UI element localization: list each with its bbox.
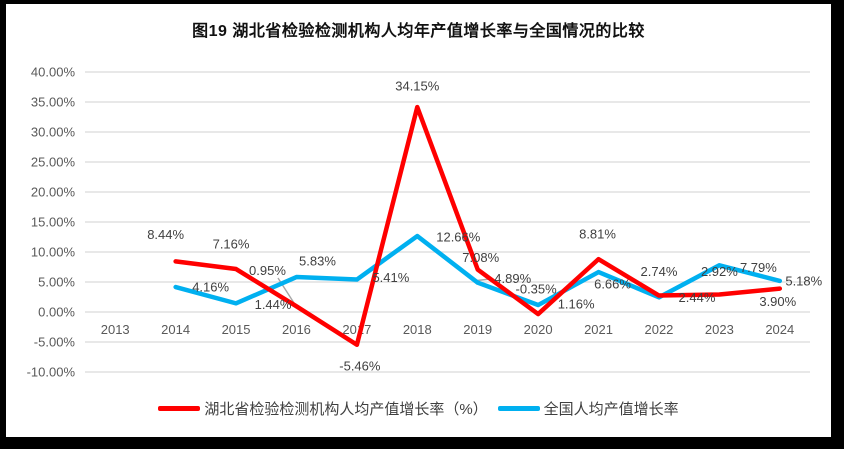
y-tick-label: 40.00%: [31, 65, 76, 80]
x-tick-label: 2022: [644, 322, 673, 337]
x-tick-label: 2019: [463, 322, 492, 337]
data-label: 8.81%: [579, 227, 616, 242]
x-tick-label: 2015: [222, 322, 251, 337]
data-label: 34.15%: [395, 79, 440, 94]
data-label: 4.89%: [494, 271, 531, 286]
data-label: 7.79%: [740, 260, 777, 275]
y-tick-label: 35.00%: [31, 95, 76, 110]
x-tick-label: 2023: [705, 322, 734, 337]
data-label: 1.44%: [255, 297, 292, 312]
x-tick-label: 2016: [282, 322, 311, 337]
chart-legend: 湖北省检验检测机构人均产值增长率（%） 全国人均产值增长率: [6, 398, 831, 419]
y-tick-label: 10.00%: [31, 245, 76, 260]
y-tick-label: 0.00%: [38, 305, 75, 320]
y-tick-label: 15.00%: [31, 215, 76, 230]
data-label: 4.16%: [192, 280, 229, 295]
series-line-1: [173, 233, 783, 308]
data-label: -0.35%: [516, 282, 558, 297]
y-tick-label: -10.00%: [27, 365, 76, 380]
series-line-0: [173, 104, 783, 348]
data-label: 7.16%: [213, 237, 250, 252]
data-label: 5.41%: [372, 270, 409, 285]
x-tick-label: 2020: [524, 322, 553, 337]
data-label: 0.95%: [249, 263, 286, 278]
chart-title: 图19 湖北省检验检测机构人均年产值增长率与全国情况的比较: [192, 23, 645, 40]
legend-item-national: 全国人均产值增长率: [497, 398, 679, 419]
x-tick-label: 2013: [101, 322, 130, 337]
data-label: 5.83%: [299, 254, 336, 269]
data-label: 3.90%: [759, 294, 796, 309]
legend-line-swatch-blue: [497, 406, 540, 411]
y-tick-label: -5.00%: [34, 335, 76, 350]
legend-label-hubei: 湖北省检验检测机构人均产值增长率（%）: [204, 401, 488, 418]
line-chart-plot: 40.00% 35.00% 30.00% 25.00% 20.00% 15.00% 10.0…: [27, 65, 823, 380]
data-label: 8.44%: [147, 227, 184, 242]
data-label: 5.18%: [785, 273, 822, 288]
data-label: -5.46%: [339, 358, 381, 373]
x-tick-label: 2018: [403, 322, 432, 337]
x-tick-label: 2021: [584, 322, 613, 337]
data-label: 6.66%: [594, 277, 631, 292]
legend-line-swatch-red: [158, 406, 201, 411]
y-tick-label: 5.00%: [38, 275, 75, 290]
y-tick-label: 20.00%: [31, 185, 76, 200]
data-label: 2.92%: [701, 264, 738, 279]
legend-item-hubei: 湖北省检验检测机构人均产值增长率（%）: [158, 398, 488, 419]
data-label: 7.08%: [462, 250, 499, 265]
x-tick-label: 2017: [342, 322, 371, 337]
x-tick-label: 2024: [765, 322, 794, 337]
y-tick-label: 30.00%: [31, 125, 76, 140]
data-label: 2.74%: [641, 264, 678, 279]
legend-label-national: 全国人均产值增长率: [543, 401, 679, 418]
data-label: 1.16%: [558, 297, 595, 312]
data-label: 12.66%: [436, 230, 481, 245]
y-tick-label: 25.00%: [31, 155, 76, 170]
data-label: 2.44%: [679, 290, 716, 305]
x-tick-label: 2014: [161, 322, 190, 337]
